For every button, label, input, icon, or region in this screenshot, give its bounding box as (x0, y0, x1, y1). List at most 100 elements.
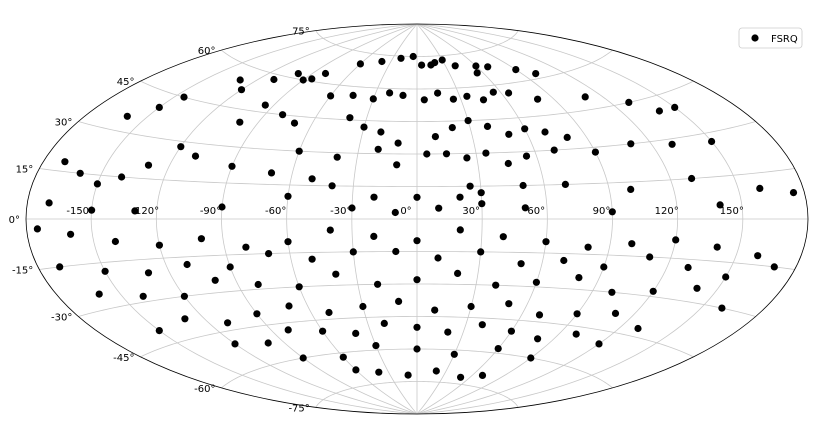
data-point (512, 66, 520, 74)
data-point (295, 147, 303, 155)
meridian-label: 150° (720, 206, 744, 217)
data-point (254, 280, 262, 289)
parallel-line (140, 316, 694, 358)
data-point (374, 145, 382, 153)
data-point (444, 328, 452, 336)
data-point (294, 70, 302, 78)
parallel-label: -60° (194, 384, 215, 395)
data-point (76, 169, 84, 177)
data-point (177, 143, 185, 151)
parallel-label: -15° (12, 266, 33, 277)
data-point (472, 62, 480, 70)
data-point (521, 204, 529, 212)
parallel-line (221, 49, 613, 90)
legend-label-fsrq: FSRQ (771, 34, 798, 45)
data-point (155, 103, 163, 111)
data-point (464, 117, 472, 125)
data-point (646, 253, 654, 261)
data-point (563, 133, 571, 141)
data-point (394, 139, 402, 147)
legend-marker (751, 34, 759, 42)
data-point (505, 300, 513, 308)
meridian-label: 120° (655, 206, 679, 217)
data-point (375, 368, 383, 376)
data-point (494, 345, 502, 353)
data-point (348, 204, 356, 212)
data-point (285, 302, 293, 310)
data-point (321, 69, 330, 78)
parallel-line (39, 251, 795, 270)
data-point (372, 342, 380, 350)
data-point (155, 241, 163, 249)
data-point (438, 56, 446, 64)
data-point (264, 339, 272, 347)
parallel-label: -30° (51, 313, 72, 324)
meridian-label: -60° (265, 206, 286, 217)
data-point (431, 59, 439, 67)
data-point (155, 327, 163, 335)
data-point (489, 88, 497, 96)
data-point (499, 233, 507, 241)
data-point (770, 263, 778, 271)
data-point (308, 255, 316, 263)
data-point (483, 122, 492, 130)
data-point (144, 269, 153, 277)
meridian-label: 90° (593, 206, 611, 217)
data-point (628, 240, 636, 248)
data-point (111, 237, 119, 246)
data-point (722, 273, 730, 281)
data-point (420, 96, 428, 104)
data-point (550, 146, 558, 154)
data-point (392, 247, 400, 256)
data-point (352, 329, 360, 337)
parallel-line (78, 121, 756, 155)
data-point (67, 230, 75, 238)
data-point (211, 276, 219, 284)
meridian-label: -120° (131, 206, 159, 217)
meridian-label: 60° (527, 206, 545, 217)
data-point (534, 95, 542, 103)
data-point (442, 150, 451, 158)
data-point (754, 252, 762, 260)
data-point (627, 185, 635, 193)
data-point (413, 323, 421, 331)
plot-frame (25, 23, 809, 415)
data-point (295, 283, 303, 291)
meridian-label: -90° (200, 206, 221, 217)
data-point (535, 311, 544, 319)
data-point (716, 201, 724, 209)
data-point (139, 292, 147, 300)
meridian-label: -30° (330, 206, 351, 217)
data-point (478, 200, 486, 208)
data-point (581, 93, 589, 101)
data-point (672, 236, 680, 244)
data-point (397, 54, 405, 62)
data-point (451, 62, 459, 70)
legend: FSRQ (738, 27, 803, 49)
parallel-label: 0° (9, 215, 20, 226)
data-point (270, 75, 278, 84)
data-point (600, 263, 608, 271)
data-point (399, 91, 407, 99)
data-point (56, 263, 64, 271)
data-point (693, 284, 701, 292)
data-point (431, 133, 439, 141)
data-point (242, 243, 250, 251)
data-point (492, 281, 500, 289)
data-point (228, 162, 236, 170)
parallel-line (315, 381, 519, 408)
data-point (284, 192, 292, 200)
data-point (327, 92, 335, 100)
parallel-label: 30° (55, 118, 73, 129)
data-point (519, 181, 527, 190)
data-point (181, 315, 189, 323)
data-point (527, 354, 535, 362)
data-point (370, 232, 378, 240)
meridian-label: -150° (66, 206, 94, 217)
data-point (584, 243, 592, 251)
data-point (684, 263, 692, 272)
data-point (713, 243, 721, 251)
data-point (308, 75, 316, 83)
parallel-label: -45° (113, 353, 134, 364)
data-point (473, 69, 481, 77)
